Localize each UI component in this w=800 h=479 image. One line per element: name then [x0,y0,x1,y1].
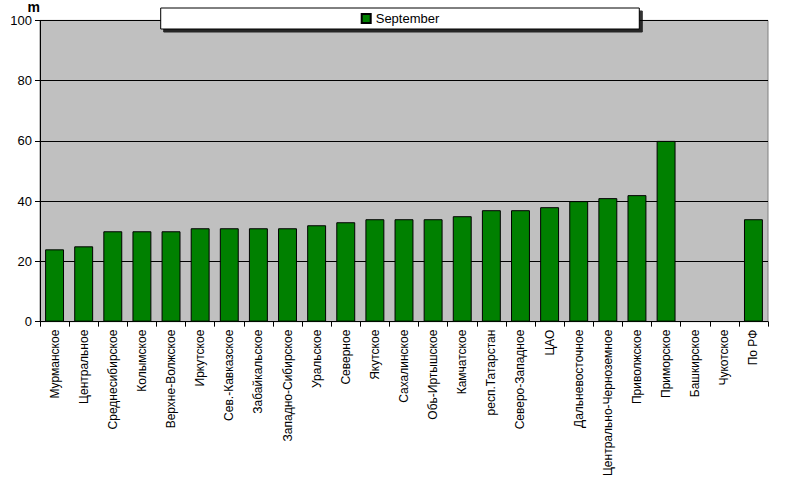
svg-text:20: 20 [18,254,32,269]
svg-text:Иркутское: Иркутское [193,329,207,386]
svg-text:Верхне-Волжское: Верхне-Волжское [164,329,178,428]
svg-text:Якутское: Якутское [368,329,382,379]
svg-text:Обь-Иртышское: Обь-Иртышское [426,329,440,419]
svg-text:September: September [376,11,440,26]
svg-text:Чукотское: Чукотское [717,329,731,385]
svg-text:Приволжское: Приволжское [630,329,644,404]
svg-text:Центральное: Центральное [77,329,91,404]
svg-text:Дальневосточное: Дальневосточное [572,329,586,428]
svg-text:Сахалинское: Сахалинское [397,329,411,402]
svg-text:Северное: Северное [339,329,353,384]
svg-text:60: 60 [18,133,32,148]
svg-text:40: 40 [18,194,32,209]
svg-text:По РФ: По РФ [746,330,760,366]
svg-text:Забайкальское: Забайкальское [251,329,265,413]
svg-text:Камчатское: Камчатское [455,329,469,394]
svg-text:100: 100 [10,13,32,28]
svg-text:Приморское: Приморское [659,329,673,398]
svg-text:Башкирское: Башкирское [688,329,702,397]
svg-text:Центрально-Черноземное: Центрально-Черноземное [601,329,615,476]
svg-text:Западно-Сибирское: Западно-Сибирское [281,329,295,441]
svg-text:80: 80 [18,73,32,88]
svg-text:Северо-Западное: Северо-Западное [513,329,527,429]
svg-text:респ.Татарстан: респ.Татарстан [484,330,498,416]
svg-text:Колымское: Колымское [135,329,149,391]
svg-text:ЦАО: ЦАО [543,330,557,356]
svg-text:Мурманское: Мурманское [48,329,62,398]
svg-text:0: 0 [25,314,32,329]
svg-text:Сев.-Кавказское: Сев.-Кавказское [222,329,236,421]
svg-text:Среднесибирское: Среднесибирское [106,329,120,429]
svg-text:Уральское: Уральское [310,329,324,388]
